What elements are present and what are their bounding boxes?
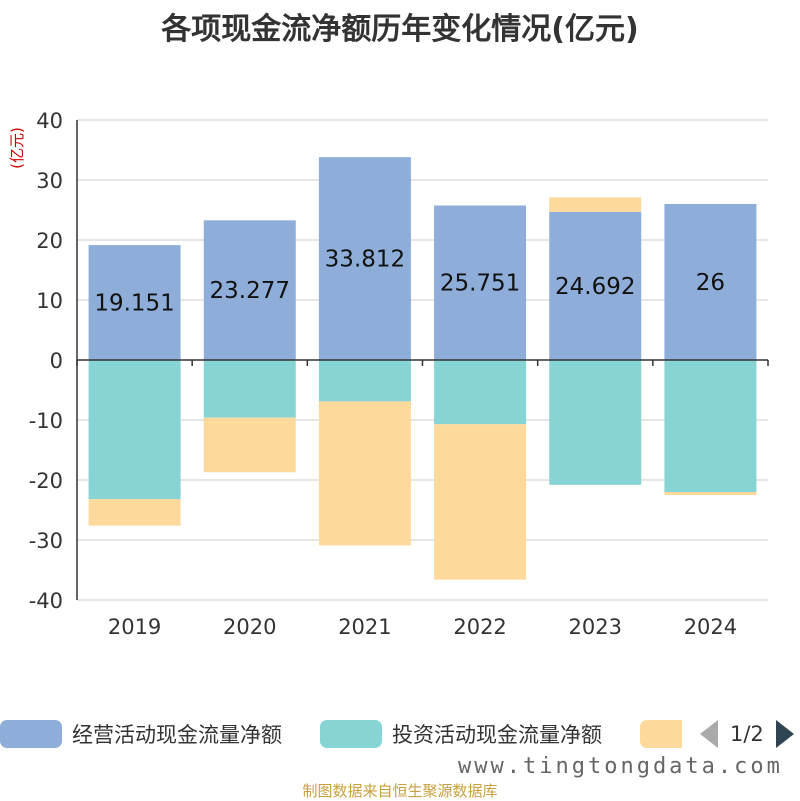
bar-2021-series-1 (318, 360, 411, 402)
bar-2019-series-1 (88, 360, 181, 500)
legend-label-investing: 投资活动现金流量净额 (392, 723, 602, 747)
legend-swatch-operating (0, 720, 62, 748)
x-tick-label: 2019 (108, 615, 161, 639)
y-tick-label: -20 (29, 469, 63, 493)
legend-pager: 1/2 (700, 716, 794, 752)
bar-2019-series-2 (88, 499, 181, 526)
bar-2024-series-1 (664, 360, 757, 492)
x-tick-label: 2022 (453, 615, 506, 639)
y-tick-label: 30 (36, 169, 63, 193)
bar-2022-series-0 (434, 205, 527, 360)
bar-2023-series-0 (549, 211, 642, 360)
legend-item-third[interactable] (640, 716, 682, 752)
y-unit-label: (亿元) (8, 127, 26, 169)
legend-swatch-third (640, 720, 682, 748)
data-label: 23.277 (210, 278, 290, 304)
data-label: 24.692 (555, 274, 635, 300)
x-tick-label: 2024 (684, 615, 737, 639)
bar-2019-series-0 (88, 245, 181, 360)
bar-2021-series-2 (318, 401, 411, 546)
y-tick-label: -10 (29, 409, 63, 433)
y-tick-label: 10 (36, 289, 63, 313)
bar-2020-series-1 (203, 360, 296, 418)
data-label: 19.151 (94, 291, 174, 317)
bar-2023-series-1 (549, 360, 642, 485)
bar-2024-series-2 (664, 492, 757, 495)
watermark: www.tingtongdata.com (458, 754, 783, 779)
x-tick-label: 2023 (569, 615, 622, 639)
x-tick-label: 2021 (338, 615, 391, 639)
pager-text: 1/2 (730, 722, 764, 746)
data-label: 26 (696, 270, 725, 296)
y-tick-label: 40 (36, 109, 63, 133)
data-label: 33.812 (325, 247, 405, 273)
bar-2024-series-0 (664, 204, 757, 360)
pager-next-icon[interactable] (775, 720, 794, 748)
bar-2023-series-2 (549, 197, 642, 212)
legend-swatch-investing (320, 720, 382, 748)
bar-2022-series-1 (434, 360, 527, 425)
y-tick-label: 20 (36, 229, 63, 253)
legend-label-operating: 经营活动现金流量净额 (72, 723, 282, 747)
y-tick-label: 0 (50, 349, 63, 373)
x-tick-label: 2020 (223, 615, 276, 639)
y-tick-label: -30 (29, 529, 63, 553)
legend-item-operating[interactable]: 经营活动现金流量净额 (0, 716, 282, 752)
bar-2020-series-2 (203, 417, 296, 473)
chart-title: 各项现金流净额历年变化情况(亿元) (161, 12, 639, 47)
bar-2020-series-0 (203, 220, 296, 360)
bar-2021-series-0 (318, 157, 411, 360)
legend-item-investing[interactable]: 投资活动现金流量净额 (320, 716, 602, 752)
bar-2022-series-2 (434, 424, 527, 580)
pager-prev-icon[interactable] (700, 720, 718, 748)
y-tick-label: -40 (29, 589, 63, 613)
source-note: 制图数据来自恒生聚源数据库 (302, 782, 498, 800)
data-label: 25.751 (440, 271, 520, 297)
legend: 经营活动现金流量净额 投资活动现金流量净额 (0, 716, 800, 756)
